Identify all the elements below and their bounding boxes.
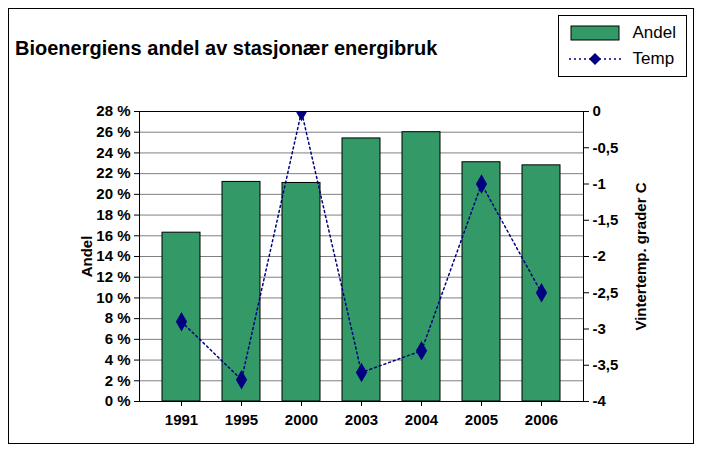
html-text:Andel: Andel	[632, 23, 676, 42]
svg-text:22 %: 22 %	[96, 164, 130, 181]
svg-text:2005: 2005	[465, 411, 498, 428]
html-text:Temp: Temp	[632, 49, 675, 68]
svg-text:0: 0	[593, 102, 601, 119]
svg-text:-2,5: -2,5	[593, 284, 619, 301]
svg-text:2004: 2004	[405, 411, 439, 428]
svg-text:6 %: 6 %	[105, 330, 131, 347]
svg-text:0 %: 0 %	[105, 392, 131, 409]
svg-text:18 %: 18 %	[96, 206, 130, 223]
html-text:Bioenergiens andel av stasjonæ: Bioenergiens andel av stasjonær energibr…	[15, 37, 438, 59]
svg-text:1995: 1995	[225, 411, 258, 428]
svg-text:10 %: 10 %	[96, 289, 130, 306]
svg-text:-1,5: -1,5	[593, 211, 619, 228]
svg-text:-4: -4	[593, 392, 607, 409]
svg-text:12 %: 12 %	[96, 268, 130, 285]
svg-text:Andel: Andel	[78, 236, 95, 278]
svg-text:24 %: 24 %	[96, 144, 130, 161]
svg-text:2006: 2006	[525, 411, 558, 428]
svg-text:16 %: 16 %	[96, 227, 130, 244]
svg-text:-1: -1	[593, 175, 606, 192]
svg-text:14 %: 14 %	[96, 247, 130, 264]
svg-text:28 %: 28 %	[96, 102, 130, 119]
svg-text:-0,5: -0,5	[593, 139, 619, 156]
svg-text:4 %: 4 %	[105, 351, 131, 368]
svg-text:2000: 2000	[285, 411, 318, 428]
svg-text:-3: -3	[593, 320, 606, 337]
svg-text:8 %: 8 %	[105, 309, 131, 326]
svg-text:26 %: 26 %	[96, 123, 130, 140]
svg-text:1991: 1991	[165, 411, 198, 428]
svg-text:Vintertemp. grader C: Vintertemp. grader C	[632, 182, 649, 330]
svg-text:-3,5: -3,5	[593, 356, 619, 373]
svg-text:2003: 2003	[345, 411, 378, 428]
svg-text:-2: -2	[593, 247, 606, 264]
svg-text:20 %: 20 %	[96, 185, 130, 202]
svg-text:2 %: 2 %	[105, 372, 131, 389]
